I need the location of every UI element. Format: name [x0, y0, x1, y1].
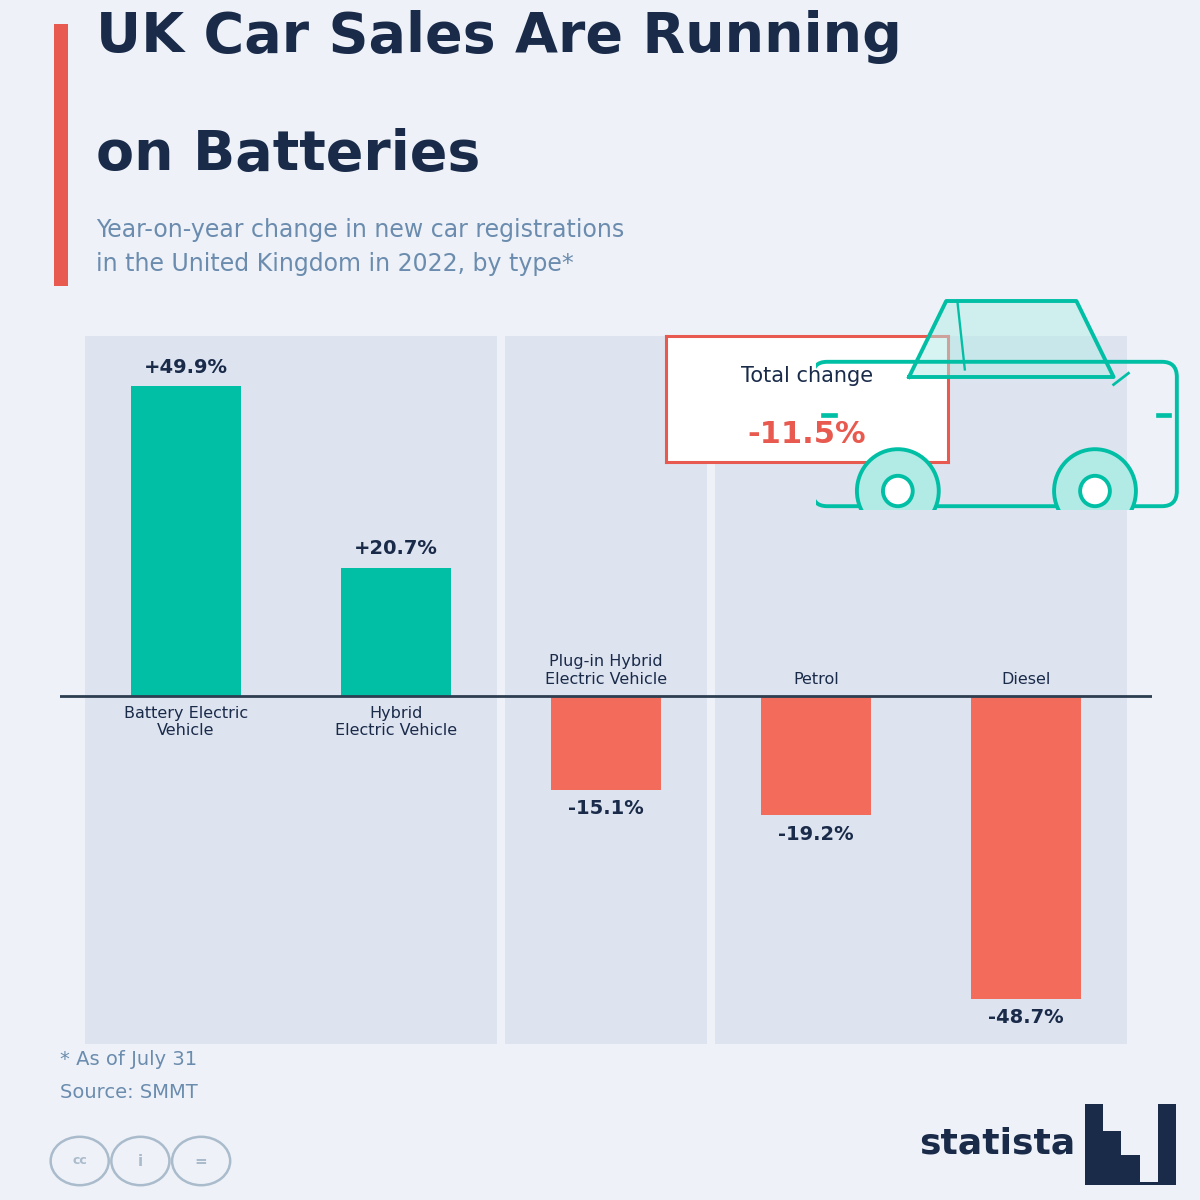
Bar: [132, 386, 241, 696]
Text: Hybrid
Electric Vehicle: Hybrid Electric Vehicle: [335, 706, 457, 738]
Text: statista: statista: [919, 1126, 1075, 1160]
Circle shape: [883, 475, 913, 506]
Text: -11.5%: -11.5%: [748, 420, 866, 449]
Text: Total change: Total change: [740, 366, 874, 386]
Text: Battery Electric
Vehicle: Battery Electric Vehicle: [124, 706, 248, 738]
FancyBboxPatch shape: [505, 336, 707, 1044]
Bar: [342, 568, 451, 696]
Text: * As of July 31
Source: SMMT: * As of July 31 Source: SMMT: [60, 1050, 198, 1102]
Text: +20.7%: +20.7%: [354, 539, 438, 558]
Text: +49.9%: +49.9%: [144, 358, 228, 377]
Text: on Batteries: on Batteries: [96, 127, 480, 181]
Text: =: =: [194, 1153, 208, 1169]
FancyBboxPatch shape: [85, 336, 497, 1044]
Circle shape: [857, 449, 938, 533]
Bar: [552, 696, 661, 790]
FancyBboxPatch shape: [715, 336, 1127, 1044]
Text: -48.7%: -48.7%: [988, 1008, 1064, 1027]
Text: Petrol: Petrol: [793, 672, 839, 686]
Bar: [762, 696, 871, 816]
Bar: [972, 696, 1081, 998]
Circle shape: [1054, 449, 1136, 533]
Text: Diesel: Diesel: [1001, 672, 1051, 686]
Text: Plug-in Hybrid
Electric Vehicle: Plug-in Hybrid Electric Vehicle: [545, 654, 667, 686]
Polygon shape: [1085, 1104, 1176, 1186]
Text: -15.1%: -15.1%: [568, 799, 644, 818]
Text: Year-on-year change in new car registrations
in the United Kingdom in 2022, by t: Year-on-year change in new car registrat…: [96, 218, 624, 276]
Text: -19.2%: -19.2%: [778, 824, 854, 844]
Polygon shape: [910, 301, 1114, 377]
Text: UK Car Sales Are Running: UK Car Sales Are Running: [96, 10, 902, 64]
Text: cc: cc: [72, 1154, 88, 1168]
Circle shape: [1080, 475, 1110, 506]
Text: i: i: [138, 1153, 143, 1169]
Bar: [54, 24, 68, 286]
